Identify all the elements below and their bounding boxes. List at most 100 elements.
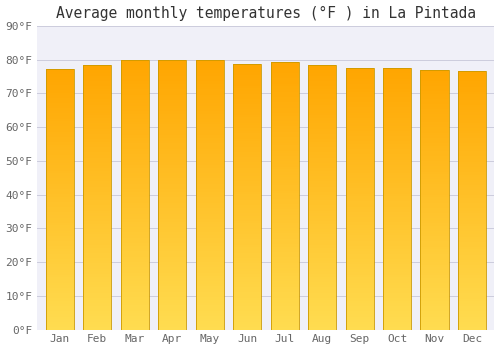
Bar (383, 272, 411, 275)
Bar (420, 324, 448, 327)
Bar (121, 289, 149, 292)
Bar (158, 292, 186, 294)
Bar (383, 277, 411, 280)
Bar (46, 160, 74, 163)
Bar (270, 140, 298, 142)
Bar (121, 100, 149, 103)
Bar (383, 84, 411, 86)
Bar (121, 141, 149, 144)
Bar (346, 303, 374, 306)
Bar (121, 235, 149, 238)
Bar (383, 327, 411, 330)
Bar (46, 306, 74, 309)
Bar (121, 149, 149, 152)
Bar (308, 189, 336, 192)
Bar (308, 316, 336, 319)
Bar (458, 97, 486, 99)
Bar (346, 285, 374, 288)
Bar (158, 316, 186, 319)
Bar (270, 111, 298, 113)
Bar (420, 138, 448, 140)
Bar (458, 89, 486, 92)
Bar (46, 176, 74, 178)
Bar (308, 229, 336, 232)
Bar (196, 230, 224, 232)
Bar (84, 150, 112, 152)
Bar (420, 96, 448, 99)
Bar (308, 73, 336, 76)
Bar (46, 207, 74, 210)
Bar (233, 218, 261, 221)
Bar (158, 181, 186, 184)
Bar (121, 60, 149, 62)
Bar (233, 157, 261, 160)
Bar (158, 92, 186, 95)
Bar (346, 120, 374, 123)
Bar (196, 160, 224, 162)
Bar (458, 182, 486, 185)
Bar (458, 156, 486, 159)
Bar (458, 327, 486, 330)
Bar (233, 123, 261, 125)
Bar (121, 292, 149, 294)
Bar (46, 181, 74, 184)
Bar (196, 205, 224, 208)
Bar (121, 257, 149, 259)
Bar (420, 216, 448, 218)
Bar (158, 324, 186, 327)
Bar (458, 244, 486, 247)
Bar (346, 99, 374, 102)
Bar (46, 272, 74, 275)
Bar (196, 297, 224, 300)
Bar (121, 197, 149, 200)
Bar (233, 221, 261, 224)
Bar (233, 117, 261, 120)
Bar (121, 294, 149, 297)
Bar (270, 62, 298, 65)
Bar (121, 243, 149, 246)
Bar (270, 252, 298, 255)
Bar (420, 241, 448, 244)
Bar (458, 203, 486, 205)
Bar (383, 220, 411, 222)
Bar (346, 275, 374, 277)
Bar (46, 137, 74, 139)
Bar (383, 230, 411, 233)
Bar (121, 238, 149, 240)
Bar (196, 170, 224, 173)
Bar (121, 224, 149, 227)
Bar (420, 265, 448, 267)
Bar (270, 73, 298, 76)
Bar (270, 236, 298, 239)
Bar (84, 327, 112, 330)
Bar (308, 203, 336, 205)
Bar (458, 200, 486, 203)
Bar (458, 312, 486, 314)
Bar (458, 76, 486, 79)
Bar (196, 267, 224, 270)
Bar (458, 87, 486, 89)
Bar (346, 173, 374, 175)
Bar (233, 110, 261, 112)
Bar (46, 314, 74, 316)
Bar (84, 324, 112, 327)
Bar (458, 224, 486, 226)
Bar (346, 181, 374, 183)
Bar (270, 260, 298, 263)
Bar (458, 144, 486, 146)
Bar (420, 140, 448, 143)
Bar (233, 64, 261, 67)
Bar (383, 236, 411, 238)
Bar (196, 311, 224, 313)
Bar (196, 248, 224, 251)
Bar (458, 283, 486, 286)
Bar (383, 233, 411, 236)
Bar (84, 216, 112, 218)
Bar (233, 107, 261, 110)
Bar (158, 311, 186, 313)
Bar (420, 94, 448, 96)
Bar (233, 311, 261, 314)
Bar (196, 60, 224, 62)
Bar (84, 266, 112, 269)
Bar (233, 141, 261, 144)
